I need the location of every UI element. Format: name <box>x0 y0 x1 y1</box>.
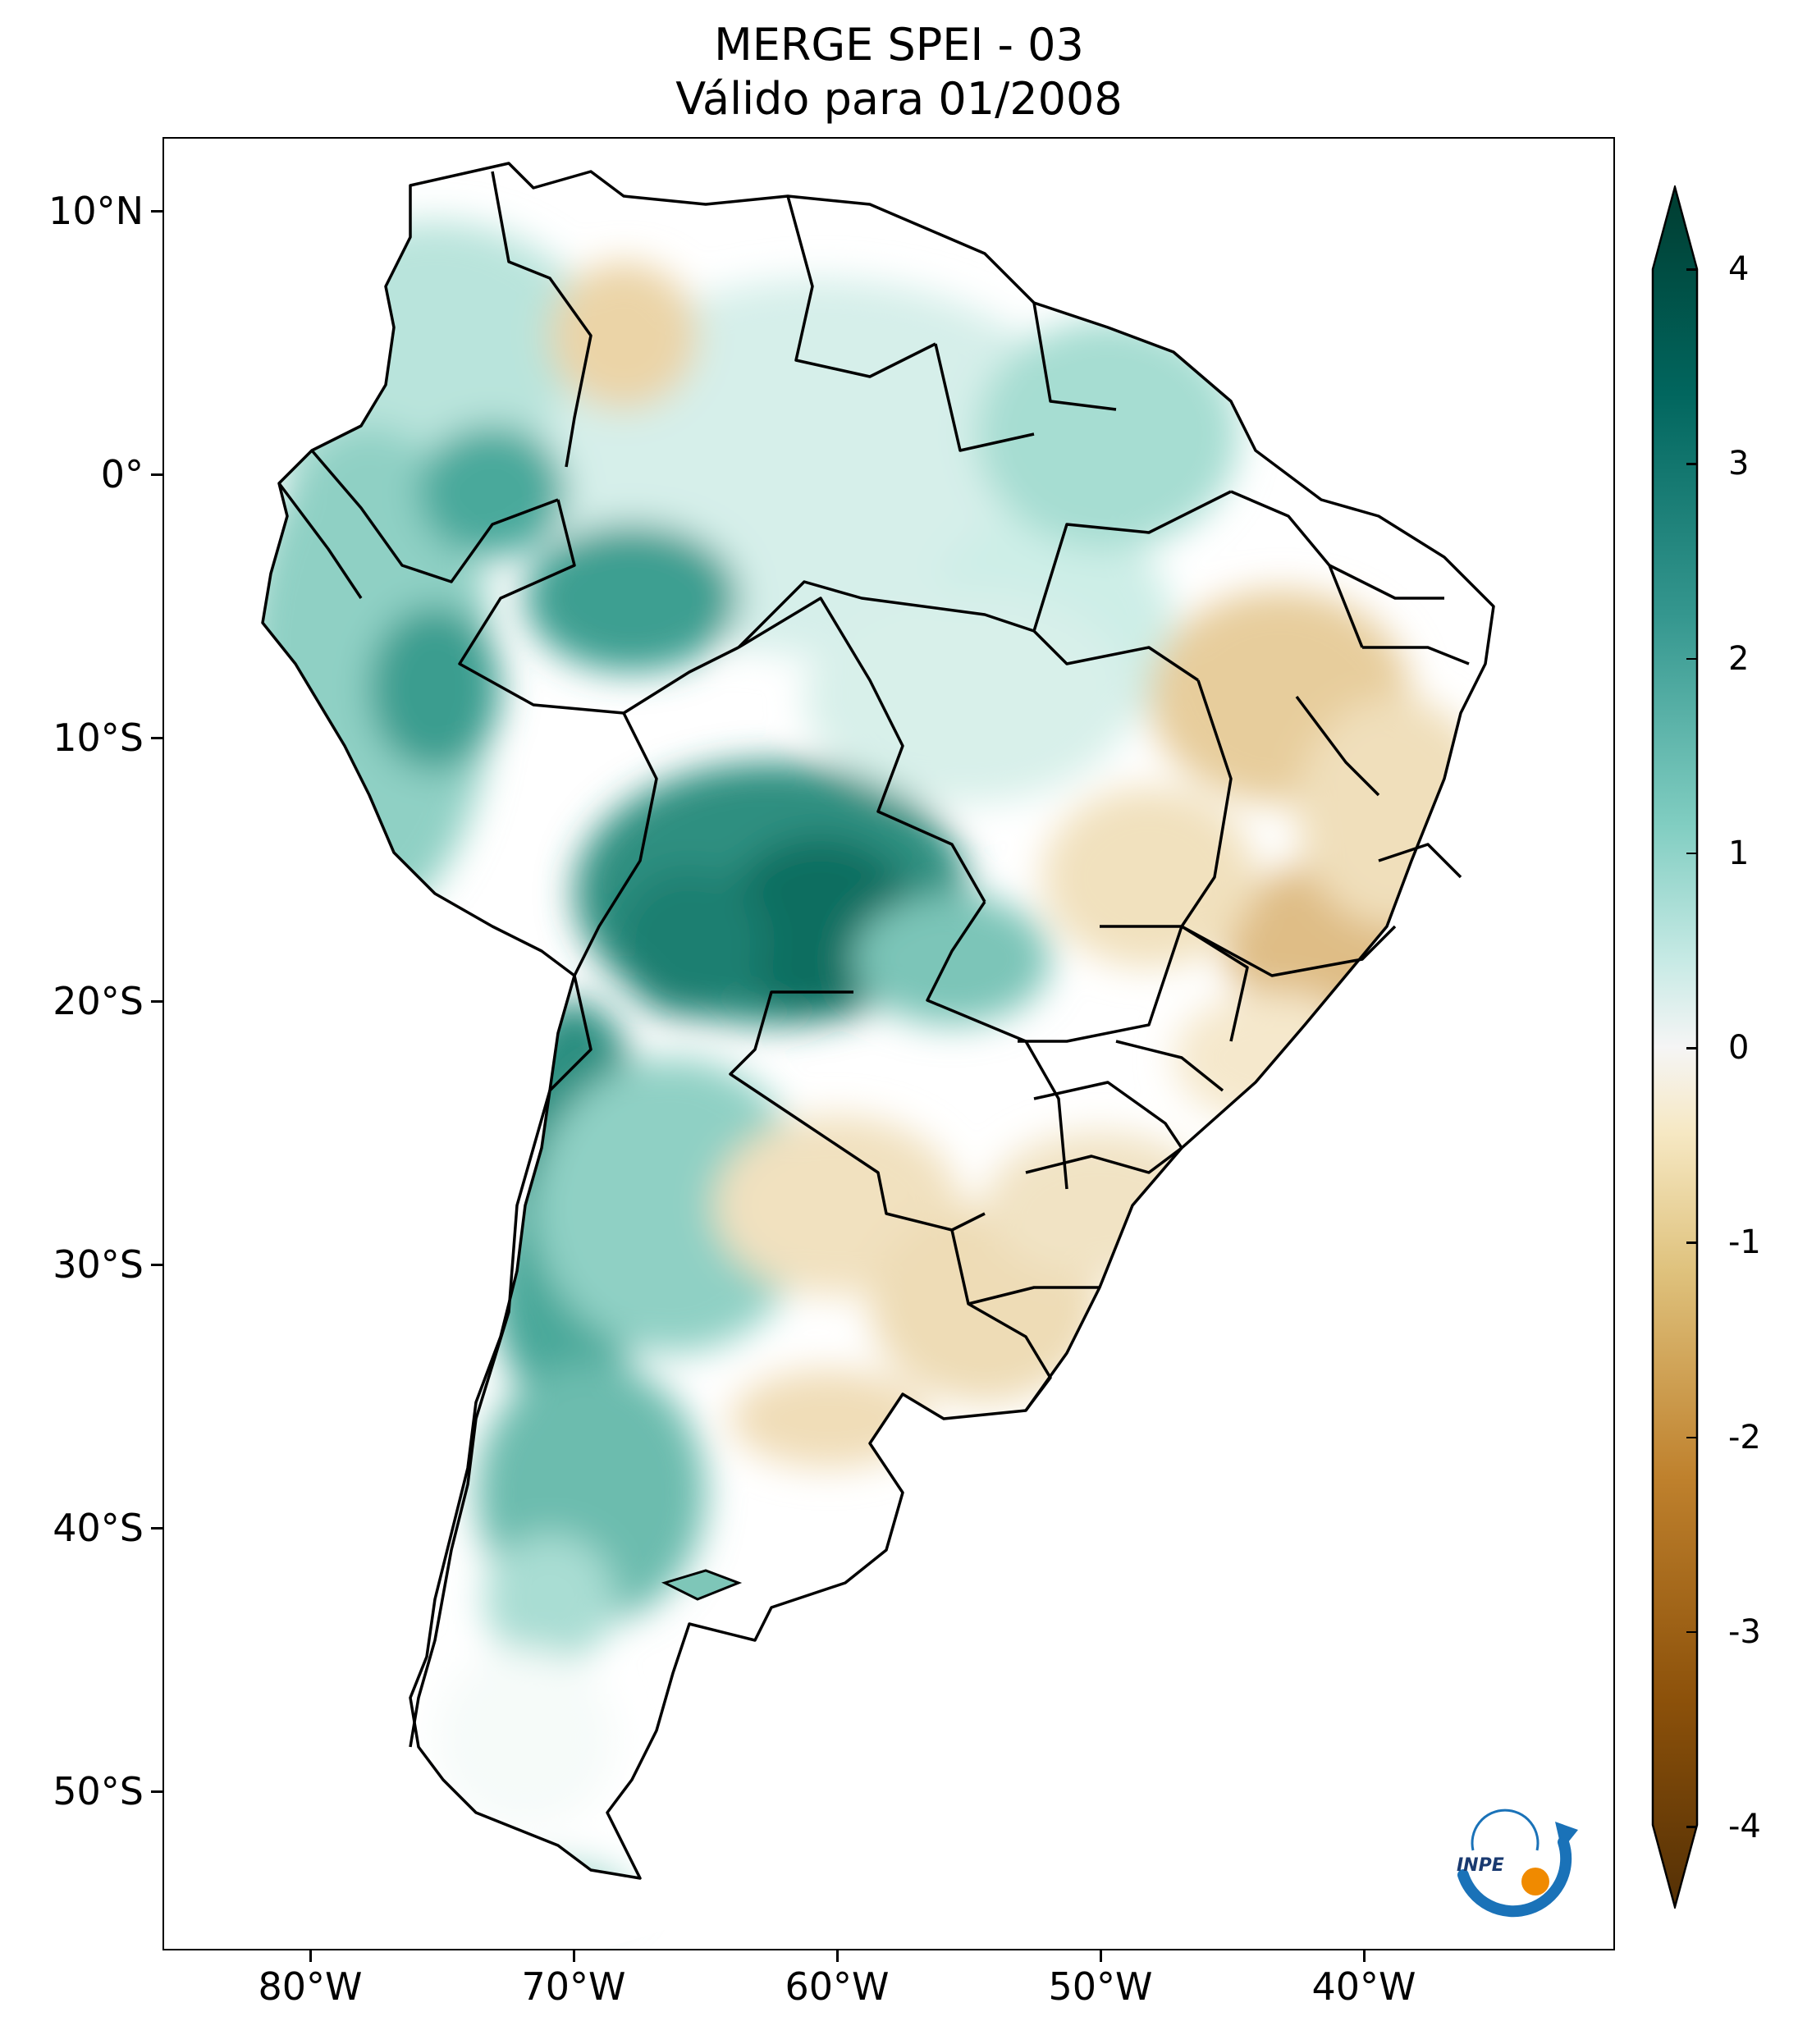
colorbar-tick <box>1686 1630 1697 1634</box>
lat-tick <box>151 1000 162 1003</box>
lon-label: 50°W <box>1048 1964 1153 2009</box>
lat-tick <box>151 737 162 739</box>
lon-label: 60°W <box>785 1964 890 2009</box>
lon-tick <box>309 1950 312 1962</box>
colorbar-tick <box>1686 1826 1697 1828</box>
colorbar-tick <box>1686 463 1697 465</box>
map-panel <box>162 137 1615 1950</box>
colorbar-tick <box>1686 657 1697 660</box>
lat-label: 10°N <box>48 189 144 233</box>
map-subtitle: Válido para 01/2008 <box>675 73 1123 125</box>
lat-tick <box>151 473 162 476</box>
colorbar-tick-label: 2 <box>1728 639 1750 678</box>
colorbar-tick-label: -2 <box>1728 1418 1761 1456</box>
colorbar-tick <box>1686 1436 1697 1438</box>
lat-label: 50°S <box>53 1769 144 1813</box>
lat-tick <box>151 1264 162 1266</box>
lon-tick <box>836 1950 839 1962</box>
colorbar-tick <box>1686 852 1697 855</box>
lon-tick <box>1363 1950 1366 1962</box>
lon-label: 70°W <box>521 1964 626 2009</box>
lon-label: 80°W <box>258 1964 363 2009</box>
country-borders <box>261 162 1495 1880</box>
lat-label: 30°S <box>53 1242 144 1287</box>
colorbar-tick-label: -1 <box>1728 1223 1761 1262</box>
lat-tick <box>151 1790 162 1793</box>
colorbar-tick <box>1686 1241 1697 1244</box>
colorbar <box>1651 185 1699 1909</box>
colorbar-tick-label: 0 <box>1728 1029 1750 1067</box>
colorbar-tick-label: -3 <box>1728 1612 1761 1651</box>
lon-label: 40°W <box>1311 1964 1416 2009</box>
lat-tick <box>151 1527 162 1530</box>
lon-tick <box>573 1950 575 1962</box>
colorbar-tick <box>1686 268 1697 271</box>
colorbar-tick-label: 1 <box>1728 834 1750 872</box>
colorbar-tick <box>1686 1047 1697 1049</box>
lat-label: 20°S <box>53 979 144 1023</box>
lon-tick <box>1100 1950 1102 1962</box>
lat-label: 10°S <box>53 716 144 760</box>
lat-tick <box>151 210 162 213</box>
inpe-logo-text: INPE <box>1457 1855 1504 1876</box>
colorbar-tick-label: 4 <box>1728 250 1750 288</box>
colorbar-tick-label: 3 <box>1728 445 1750 483</box>
colorbar-tick-label: -4 <box>1728 1808 1761 1845</box>
inpe-logo: INPE <box>1457 1809 1578 1918</box>
lat-label: 40°S <box>53 1506 144 1550</box>
map-title: MERGE SPEI - 03 <box>714 19 1084 71</box>
south-america-map <box>261 162 1495 1949</box>
lat-label: 0° <box>100 452 144 496</box>
